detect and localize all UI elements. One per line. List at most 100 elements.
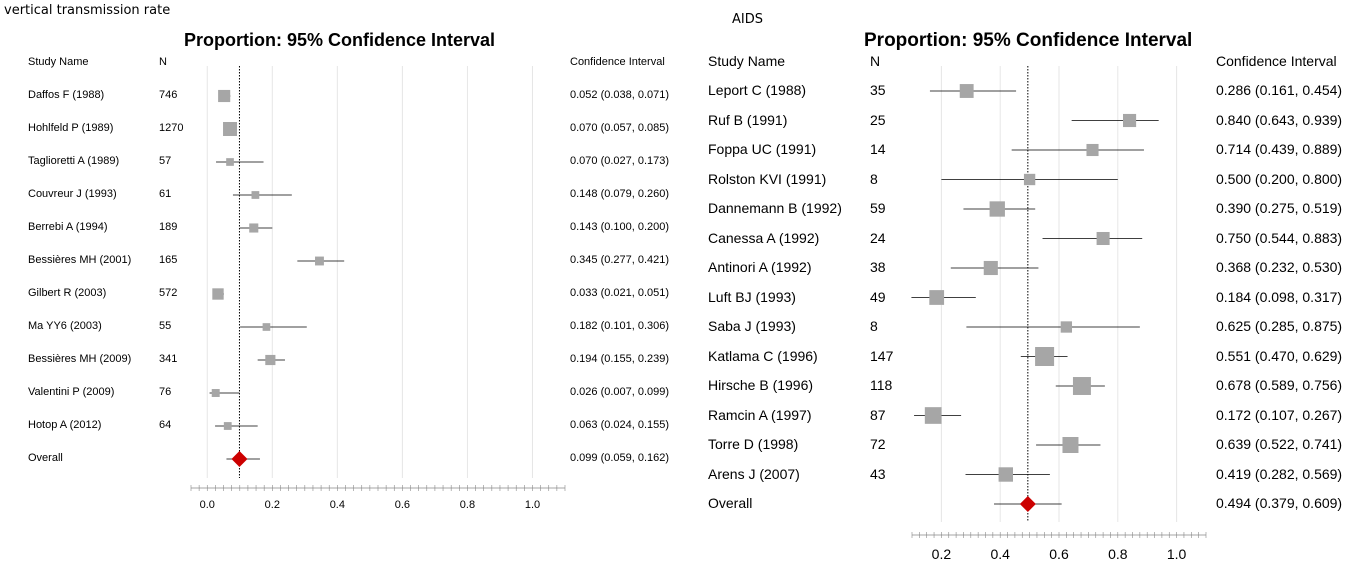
overall-ci: 0.494 (0.379, 0.609)	[1216, 495, 1343, 511]
study-n: 14	[870, 141, 886, 157]
panel-label: AIDS	[732, 12, 763, 27]
x-tick-label: 1.0	[525, 499, 540, 511]
study-name: Valentini P (2009)	[28, 386, 115, 398]
study-name: Bessières MH (2009)	[28, 353, 132, 365]
study-name: Canessa A (1992)	[708, 229, 820, 246]
x-tick-label: 1.0	[1167, 546, 1187, 562]
study-point	[211, 389, 220, 397]
study-point	[315, 256, 324, 266]
study-n: 61	[159, 188, 172, 200]
overall-diamond	[1019, 496, 1036, 512]
study-ci: 0.052 (0.038, 0.071)	[570, 89, 670, 101]
study-name: Leport C (1988)	[708, 82, 807, 98]
study-ci: 0.840 (0.643, 0.939)	[1216, 111, 1343, 128]
study-n: 72	[870, 436, 886, 452]
study-point	[251, 191, 260, 199]
study-point	[218, 89, 231, 103]
study-point	[1086, 143, 1099, 157]
study-ci: 0.172 (0.107, 0.267)	[1216, 406, 1343, 423]
study-n: 43	[870, 465, 886, 482]
study-ci: 0.419 (0.282, 0.569)	[1216, 465, 1343, 482]
x-tick-label: 0.4	[990, 546, 1010, 562]
study-name: Hirsche B (1996)	[708, 377, 814, 393]
overall-label: Overall	[28, 452, 63, 464]
study-n: 38	[870, 259, 886, 275]
study-point	[1035, 347, 1055, 366]
study-name: Dannemann B (1992)	[708, 200, 842, 216]
column-header-ci: Confidence Interval	[570, 56, 665, 68]
study-name: Torre D (1998)	[708, 436, 799, 452]
chart-title: Proportion: 95% Confidence Interval	[184, 30, 496, 50]
overall-ci: 0.099 (0.059, 0.162)	[570, 452, 670, 464]
study-point	[959, 84, 974, 98]
study-n: 147	[870, 347, 894, 364]
study-n: 1270	[159, 122, 184, 134]
column-header-ci: Confidence Interval	[1216, 53, 1337, 69]
study-ci: 0.639 (0.522, 0.741)	[1216, 436, 1343, 452]
x-tick-label: 0.6	[1049, 546, 1069, 562]
study-n: 57	[159, 155, 172, 167]
forest-plot-svg: 0.0 0.2 0.4 0.6 0.8 1.0	[190, 66, 566, 511]
study-point	[223, 122, 238, 136]
forest-plot-svg: 0.2 0.4 0.6 0.8 1.0	[911, 66, 1207, 562]
study-point	[998, 467, 1013, 482]
study-point	[265, 354, 276, 366]
study-ci: 0.063 (0.024, 0.155)	[570, 419, 670, 431]
study-n: 341	[159, 353, 178, 365]
study-ci: 0.625 (0.285, 0.875)	[1216, 318, 1343, 334]
study-n: 55	[159, 320, 172, 332]
study-ci: 0.182 (0.101, 0.306)	[570, 320, 670, 332]
study-point	[262, 323, 271, 331]
column-header-n: N	[159, 56, 167, 68]
column-header-study: Study Name	[28, 56, 89, 68]
study-ci: 0.368 (0.232, 0.530)	[1216, 259, 1343, 275]
column-header-study: Study Name	[708, 53, 786, 69]
study-point	[983, 260, 998, 276]
study-n: 24	[870, 229, 886, 246]
study-ci: 0.070 (0.027, 0.173)	[570, 155, 670, 167]
study-name: Ramcin A (1997)	[708, 406, 812, 423]
x-tick-label: 0.2	[932, 546, 952, 562]
study-n: 64	[159, 419, 172, 431]
study-ci: 0.750 (0.544, 0.883)	[1216, 229, 1343, 246]
study-name: Gilbert R (2003)	[28, 287, 107, 299]
study-n: 165	[159, 254, 178, 266]
overall-label: Overall	[708, 495, 753, 511]
x-tick-label: 0.0	[200, 499, 215, 511]
study-ci: 0.184 (0.098, 0.317)	[1216, 288, 1343, 305]
study-n: 189	[159, 221, 178, 233]
x-tick-label: 0.8	[460, 499, 475, 511]
study-ci: 0.714 (0.439, 0.889)	[1216, 141, 1343, 157]
column-header-n: N	[870, 53, 881, 69]
x-tick-label: 0.2	[265, 499, 280, 511]
study-ci: 0.345 (0.277, 0.421)	[570, 254, 670, 266]
study-ci: 0.194 (0.155, 0.239)	[570, 353, 670, 365]
study-name: Ma YY6 (2003)	[28, 320, 102, 332]
study-n: 49	[870, 288, 886, 305]
study-ci: 0.390 (0.275, 0.519)	[1216, 200, 1343, 216]
study-point	[249, 223, 259, 233]
study-n: 118	[870, 377, 893, 393]
study-ci: 0.286 (0.161, 0.454)	[1216, 82, 1343, 98]
x-tick-label: 0.6	[395, 499, 410, 511]
study-point	[1096, 231, 1110, 246]
study-ci: 0.143 (0.100, 0.200)	[570, 221, 670, 233]
study-n: 8	[870, 170, 878, 187]
study-point	[1122, 113, 1137, 128]
study-point	[223, 422, 232, 430]
study-ci: 0.678 (0.589, 0.756)	[1216, 377, 1343, 393]
chart-title: Proportion: 95% Confidence Interval	[864, 30, 1193, 51]
study-ci: 0.500 (0.200, 0.800)	[1216, 170, 1343, 187]
study-name: Rolston KVI (1991)	[708, 170, 827, 187]
study-name: Arens J (2007)	[708, 465, 800, 482]
overall-diamond	[231, 451, 248, 467]
study-name: Luft BJ (1993)	[708, 288, 796, 305]
study-n: 8	[870, 318, 878, 334]
study-name: Saba J (1993)	[708, 318, 796, 334]
study-name: Taglioretti A (1989)	[28, 155, 120, 167]
study-n: 35	[870, 82, 886, 98]
study-ci: 0.551 (0.470, 0.629)	[1216, 347, 1343, 364]
study-name: Ruf B (1991)	[708, 111, 788, 128]
forest-plot-aids: AIDS Proportion: 95% Confidence Interval…	[700, 0, 1362, 563]
study-point	[1023, 173, 1036, 186]
